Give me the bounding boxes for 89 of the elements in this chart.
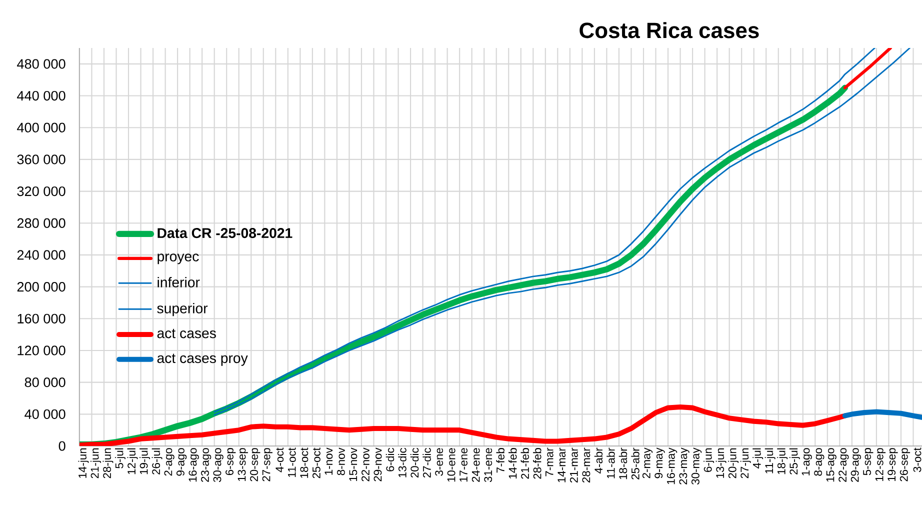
x-tick-label: 23-ago bbox=[201, 448, 212, 482]
x-tick-label: 26-jul bbox=[152, 448, 162, 474]
y-tick-label: 400 000 bbox=[17, 122, 66, 132]
x-tick-label: 14-feb bbox=[508, 448, 517, 478]
x-tick-label: 6-jun bbox=[704, 448, 714, 472]
x-tick-label: 9-may bbox=[654, 448, 665, 478]
x-tick-label: 26-sep bbox=[900, 448, 910, 482]
x-tick-label: 11-abr bbox=[606, 448, 615, 478]
x-tick-label: 2-may bbox=[642, 448, 653, 478]
y-tick-label: 360 000 bbox=[17, 154, 66, 164]
y-tick-label: 320 000 bbox=[17, 186, 66, 196]
x-tick-label: 14-jun bbox=[78, 448, 89, 478]
x-tick-label: 15-ago bbox=[826, 448, 836, 482]
x-tick-label: 14-mar bbox=[558, 448, 566, 482]
x-tick-label: 13-dic bbox=[398, 448, 406, 478]
x-tick-label: 29-nov bbox=[374, 448, 382, 482]
chart-title: Costa Rica cases bbox=[580, 22, 759, 38]
x-tick-label: 13-jun bbox=[716, 448, 726, 478]
x-tick-label: 29-ago bbox=[850, 448, 862, 482]
x-tick-label: 2-ago bbox=[164, 448, 174, 476]
x-tick-label: 20-dic bbox=[410, 448, 419, 478]
y-tick-label: 440 000 bbox=[17, 90, 66, 101]
y-tick-label: 160 000 bbox=[18, 314, 66, 324]
x-tick-label: 21-feb bbox=[520, 448, 529, 479]
x-tick-label: 28-mar bbox=[582, 448, 590, 483]
x-tick-label: 11-jul bbox=[764, 448, 776, 474]
x-tick-label: 24-ene bbox=[472, 448, 480, 482]
x-tick-label: 28-jun bbox=[102, 448, 114, 478]
y-tick-label: 80 000 bbox=[24, 378, 66, 388]
x-tick-label: 30-may bbox=[691, 448, 702, 485]
y-tick-label: 40 000 bbox=[24, 409, 66, 419]
x-tick-label: 25-jul bbox=[789, 448, 800, 474]
x-tick-label: 9-ago bbox=[176, 448, 187, 476]
x-tick-label: 10-ene bbox=[447, 448, 456, 482]
x-tick-label: 5-jul bbox=[115, 448, 126, 468]
y-tick-label: 240 000 bbox=[17, 250, 66, 260]
y-tick-label: 280 000 bbox=[17, 218, 66, 228]
x-tick-label: 4-abr bbox=[594, 448, 603, 474]
x-tick-label: 1-nov bbox=[324, 448, 333, 475]
x-tick-label: 18-abr bbox=[618, 448, 628, 480]
y-tick-label: 480 000 bbox=[17, 59, 66, 69]
x-tick-label: 3-oct bbox=[913, 448, 922, 472]
x-tick-label: 21-mar bbox=[570, 448, 578, 483]
y-tick-label: 200 000 bbox=[17, 282, 66, 292]
x-tick-label: 27-sep bbox=[262, 448, 272, 482]
x-tick-label: 6-sep bbox=[226, 448, 236, 476]
x-tick-label: 30-ago bbox=[213, 448, 224, 482]
x-tick-label: 27-jun bbox=[740, 448, 751, 478]
legend-label: act cases bbox=[157, 328, 216, 338]
x-tick-label: 16-may bbox=[666, 448, 678, 484]
x-tick-label: 8-nov bbox=[336, 448, 345, 476]
x-tick-label: 8-ago bbox=[814, 448, 824, 476]
x-tick-label: 19-sep bbox=[888, 448, 898, 481]
x-tick-label: 21-jun bbox=[90, 448, 101, 478]
x-tick-label: 22-ago bbox=[838, 448, 849, 482]
legend-label: superior bbox=[157, 302, 208, 316]
legend-label: Data CR -25-08-2021 bbox=[158, 228, 292, 238]
legend-label: proyec bbox=[158, 254, 199, 264]
x-tick-label: 4-jul bbox=[752, 448, 764, 469]
x-tick-label: 12-jul bbox=[127, 448, 138, 474]
x-tick-label: 13-sep bbox=[238, 448, 248, 481]
x-tick-label: 18-jul bbox=[777, 448, 788, 474]
x-tick-label: 31-ene bbox=[484, 448, 492, 482]
x-tick-label: 25-abr bbox=[631, 448, 640, 480]
x-tick-label: 27-dic bbox=[422, 448, 431, 478]
x-tick-label: 3-ene bbox=[435, 448, 444, 476]
x-tick-label: 6-dic bbox=[386, 448, 394, 472]
x-tick-label: 15-nov bbox=[349, 448, 358, 481]
x-tick-label: 28-feb bbox=[533, 448, 542, 479]
x-tick-label: 23-may bbox=[679, 448, 690, 484]
x-tick-label: 19-jul bbox=[140, 448, 150, 474]
x-tick-label: 11-oct bbox=[288, 448, 296, 478]
x-tick-label: 16-ago bbox=[188, 448, 199, 482]
y-tick-label: 0 bbox=[58, 441, 66, 451]
x-tick-label: 7-feb bbox=[496, 448, 504, 473]
x-tick-label: 17-ene bbox=[460, 448, 468, 482]
x-tick-label: 4-oct bbox=[276, 448, 284, 472]
x-tick-label: 5-sep bbox=[863, 448, 874, 476]
x-tick-label: 22-nov bbox=[362, 448, 370, 482]
x-tick-label: 25-oct bbox=[312, 448, 320, 478]
x-tick-label: 1-ago bbox=[802, 448, 812, 476]
x-tick-label: 20-jun bbox=[728, 448, 739, 478]
x-tick-label: 20-sep bbox=[250, 448, 260, 482]
x-tick-label: 7-mar bbox=[545, 448, 554, 476]
legend-label: act cases proy bbox=[157, 354, 248, 366]
x-tick-label: 18-oct bbox=[300, 448, 308, 478]
x-tick-label: 12-sep bbox=[875, 448, 886, 481]
y-tick-label: 120 000 bbox=[18, 346, 66, 356]
legend-label: inferior bbox=[158, 276, 200, 288]
